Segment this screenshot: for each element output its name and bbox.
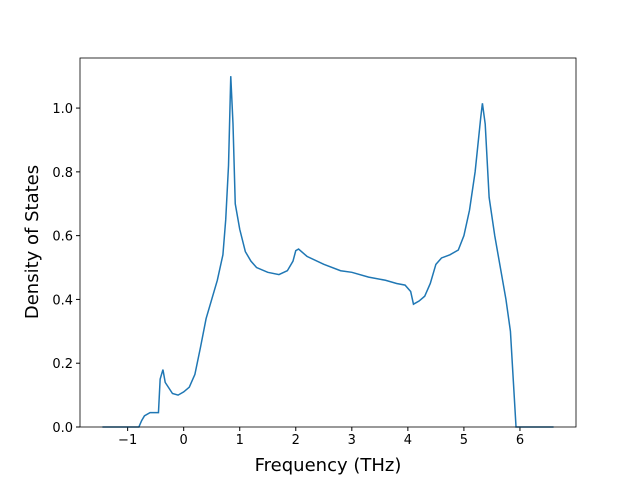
axes-frame bbox=[79, 57, 577, 428]
y-tick-label: 1.0 bbox=[52, 102, 73, 117]
y-tick-label: 0.6 bbox=[52, 230, 73, 245]
y-tick-label: 0.8 bbox=[52, 166, 73, 181]
x-tick-label: −1 bbox=[118, 433, 137, 448]
x-tick-label: 1 bbox=[236, 433, 244, 448]
x-tick-label: 5 bbox=[460, 433, 468, 448]
line bbox=[102, 76, 554, 428]
x-axis-label: Frequency (THz) bbox=[255, 455, 402, 476]
x-tick-label: 4 bbox=[404, 433, 412, 448]
y-tick-label: 0.2 bbox=[52, 357, 73, 372]
x-tick-label: 2 bbox=[292, 433, 300, 448]
y-axis-label: Density of States bbox=[22, 165, 43, 319]
y-tick-label: 0.0 bbox=[52, 421, 73, 436]
y-tick-label: 0.4 bbox=[52, 293, 73, 308]
x-tick-label: 3 bbox=[348, 433, 356, 448]
x-tick-label: 6 bbox=[516, 433, 524, 448]
x-tick-label: 0 bbox=[180, 433, 188, 448]
